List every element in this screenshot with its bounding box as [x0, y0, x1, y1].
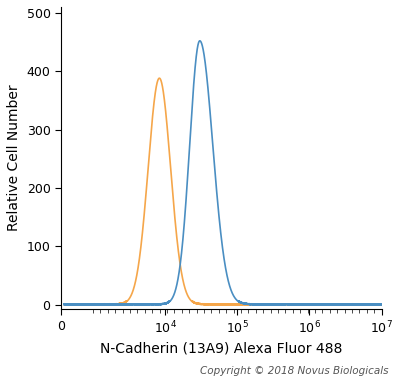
Y-axis label: Relative Cell Number: Relative Cell Number — [7, 85, 21, 231]
Text: Copyright © 2018 Novus Biologicals: Copyright © 2018 Novus Biologicals — [200, 366, 388, 376]
X-axis label: N-Cadherin (13A9) Alexa Fluor 488: N-Cadherin (13A9) Alexa Fluor 488 — [100, 342, 342, 356]
